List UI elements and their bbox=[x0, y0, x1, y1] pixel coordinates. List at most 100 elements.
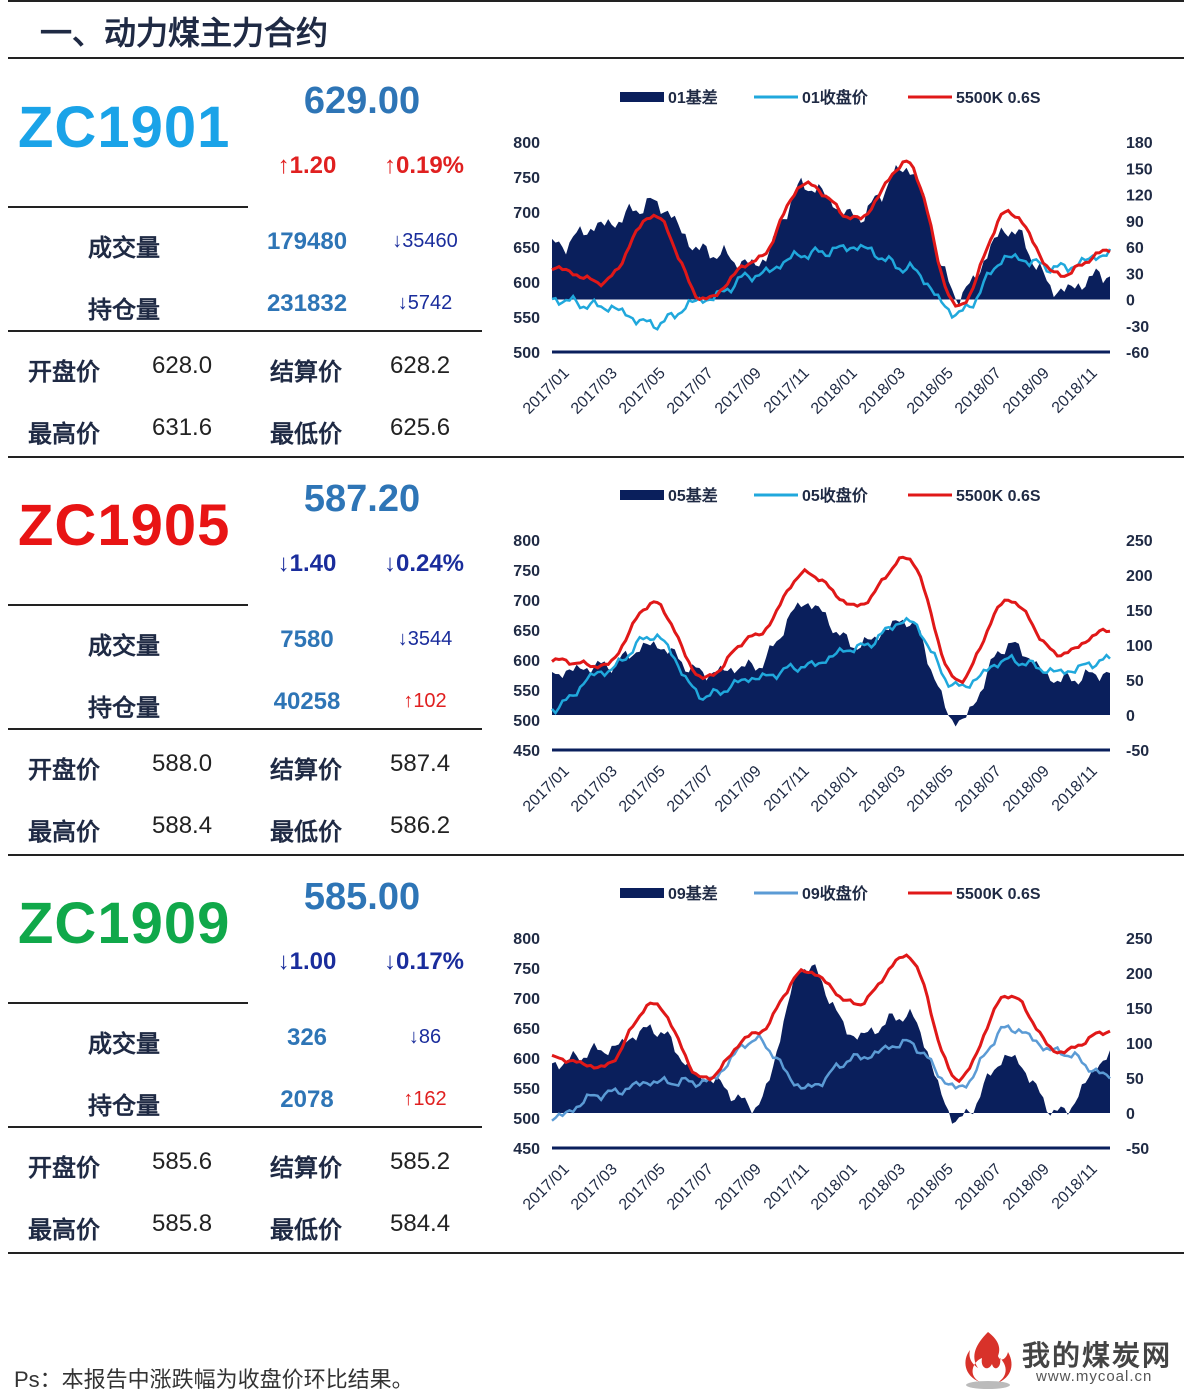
volume-delta: ↓35460 bbox=[392, 230, 458, 252]
y-right-tick: 180 bbox=[1126, 135, 1153, 152]
y-right-tick: 200 bbox=[1126, 966, 1153, 983]
y-left-tick: 550 bbox=[513, 1081, 540, 1098]
contract-section-zc1909: ZC1909 585.00 ↓1.00 ↓0.17% 成交量 326 ↓86 持… bbox=[0, 856, 1200, 1254]
y-right-tick: 0 bbox=[1126, 708, 1135, 725]
low-label: 最低价 bbox=[270, 819, 342, 846]
y-right-tick: 250 bbox=[1126, 533, 1153, 550]
volume-value: 179480 bbox=[266, 228, 348, 255]
series-line-close bbox=[551, 616, 1111, 716]
legend-entry: 01收盘价 bbox=[754, 88, 869, 107]
x-tick: 2017/07 bbox=[664, 365, 717, 418]
legend-entry: 05基差 bbox=[620, 486, 718, 505]
open-interest-value: 231832 bbox=[266, 290, 348, 317]
divider bbox=[8, 1002, 248, 1004]
high-value: 631.6 bbox=[152, 414, 213, 441]
open-interest-delta: ↑162 bbox=[403, 1088, 447, 1110]
page-title: 一、动力煤主力合约 bbox=[40, 15, 329, 51]
basis-chart: 01基差 01收盘价 5500K 0.6S500550600650700750800… bbox=[513, 88, 1153, 418]
low-value: 586.2 bbox=[390, 812, 451, 839]
latest-price: 587.20 bbox=[303, 478, 421, 520]
y-right-tick: 0 bbox=[1126, 1106, 1135, 1123]
series-line-close bbox=[551, 1024, 1111, 1122]
y-right-tick: 150 bbox=[1126, 1001, 1153, 1018]
legend-entry: 01基差 bbox=[620, 88, 718, 107]
y-left-tick: 600 bbox=[513, 1051, 540, 1068]
x-tick: 2018/09 bbox=[1000, 365, 1053, 418]
settle-value: 587.4 bbox=[390, 750, 451, 777]
y-left-tick: 600 bbox=[513, 275, 540, 292]
series-area-basis bbox=[552, 165, 1110, 306]
y-right-tick: 120 bbox=[1126, 188, 1153, 205]
y-right-tick: 30 bbox=[1126, 266, 1144, 283]
y-right-tick: -30 bbox=[1126, 319, 1149, 336]
y-left-tick: 550 bbox=[513, 683, 540, 700]
x-tick: 2017/11 bbox=[761, 1161, 813, 1213]
x-tick: 2017/01 bbox=[520, 365, 573, 418]
contract-section-zc1905: ZC1905 587.20 ↓1.40 ↓0.24% 成交量 7580 ↓354… bbox=[0, 458, 1200, 856]
legend-label: 5500K 0.6S bbox=[956, 488, 1041, 505]
low-value: 584.4 bbox=[390, 1210, 451, 1237]
x-tick: 2018/11 bbox=[1049, 1161, 1101, 1213]
series-line-spot bbox=[551, 953, 1111, 1084]
x-tick: 2018/01 bbox=[808, 365, 861, 418]
volume-value: 7580 bbox=[280, 626, 334, 653]
open-interest-delta: ↓5742 bbox=[397, 292, 453, 314]
x-tick: 2017/01 bbox=[520, 1161, 573, 1214]
y-left-tick: 650 bbox=[513, 240, 540, 257]
legend-label: 5500K 0.6S bbox=[956, 90, 1041, 107]
x-tick: 2018/03 bbox=[856, 365, 909, 418]
high-label: 最高价 bbox=[28, 819, 100, 846]
settle-label: 结算价 bbox=[270, 757, 342, 784]
open-label: 开盘价 bbox=[28, 1155, 100, 1182]
series-line-close bbox=[551, 243, 1112, 331]
y-right-tick: 250 bbox=[1126, 931, 1153, 948]
volume-label: 成交量 bbox=[88, 633, 160, 660]
y-left-tick: 500 bbox=[513, 345, 540, 362]
x-tick: 2017/11 bbox=[761, 763, 813, 815]
settle-label: 结算价 bbox=[270, 359, 342, 386]
x-tick: 2017/05 bbox=[616, 365, 669, 418]
contract-code: ZC1905 bbox=[18, 493, 231, 558]
legend-label: 05收盘价 bbox=[802, 486, 869, 505]
y-right-tick: 200 bbox=[1126, 568, 1153, 585]
high-value: 585.8 bbox=[152, 1210, 213, 1237]
x-tick: 2017/05 bbox=[616, 1161, 669, 1214]
title-rule bbox=[8, 57, 1184, 59]
x-tick: 2017/03 bbox=[568, 763, 621, 816]
high-label: 最高价 bbox=[28, 1217, 100, 1244]
price-change-pct: ↓0.17% bbox=[383, 948, 465, 975]
y-right-tick: -60 bbox=[1126, 345, 1149, 362]
y-right-tick: 100 bbox=[1126, 1036, 1153, 1053]
settle-value: 585.2 bbox=[390, 1148, 451, 1175]
open-interest-value: 2078 bbox=[280, 1086, 334, 1113]
open-label: 开盘价 bbox=[28, 359, 100, 386]
series-line-spot bbox=[551, 159, 1111, 308]
open-interest-value: 40258 bbox=[273, 688, 341, 715]
y-right-tick: -50 bbox=[1126, 743, 1149, 760]
y-right-tick: 50 bbox=[1126, 673, 1144, 690]
y-right-tick: 150 bbox=[1126, 161, 1153, 178]
y-left-tick: 650 bbox=[513, 1021, 540, 1038]
x-tick: 2018/05 bbox=[904, 365, 957, 418]
y-right-tick: 50 bbox=[1126, 1071, 1144, 1088]
x-tick: 2017/01 bbox=[520, 763, 573, 816]
latest-price: 629.00 bbox=[303, 80, 421, 122]
y-left-tick: 450 bbox=[513, 1141, 540, 1158]
x-tick: 2017/03 bbox=[568, 1161, 621, 1214]
low-label: 最低价 bbox=[270, 421, 342, 448]
logo-name: 我的煤炭网 bbox=[1022, 1340, 1173, 1371]
divider bbox=[8, 604, 248, 606]
y-left-tick: 650 bbox=[513, 623, 540, 640]
high-label: 最高价 bbox=[28, 421, 100, 448]
legend-label: 5500K 0.6S bbox=[956, 886, 1041, 903]
volume-label: 成交量 bbox=[88, 235, 160, 262]
y-right-tick: 150 bbox=[1126, 603, 1153, 620]
x-tick: 2018/09 bbox=[1000, 1161, 1053, 1214]
volume-value: 326 bbox=[286, 1024, 328, 1051]
y-left-tick: 600 bbox=[513, 653, 540, 670]
x-tick: 2018/07 bbox=[952, 763, 1005, 816]
divider bbox=[8, 1126, 482, 1128]
y-left-tick: 450 bbox=[513, 743, 540, 760]
price-change: ↓1.40 bbox=[277, 550, 337, 577]
flame-icon bbox=[965, 1332, 1012, 1389]
